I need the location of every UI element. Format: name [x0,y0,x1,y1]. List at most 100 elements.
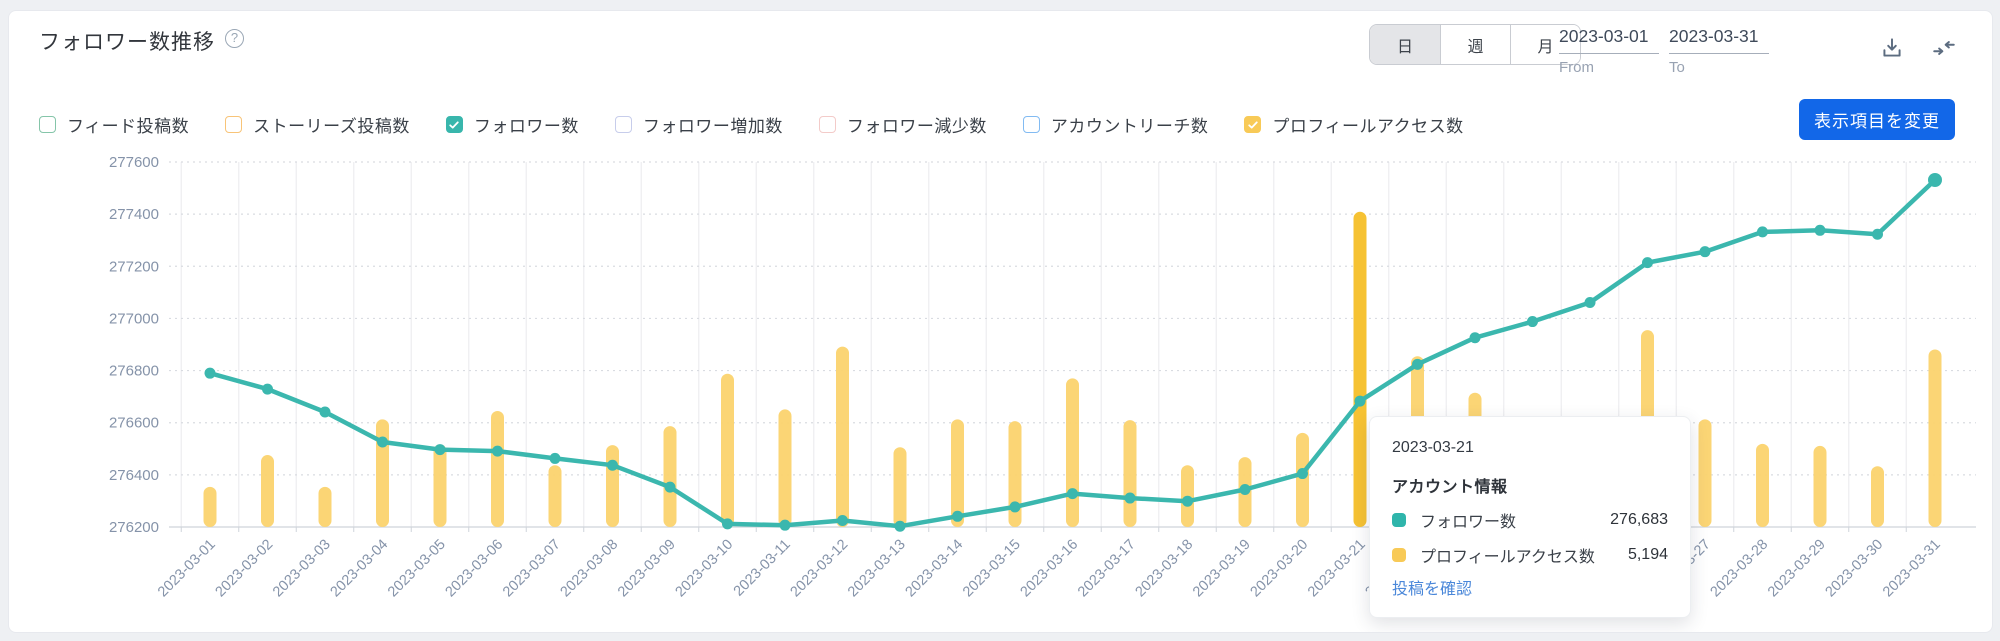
help-icon[interactable]: ? [225,29,244,48]
access-bar-2023-03-09[interactable] [663,426,677,527]
check-posts-link[interactable]: 投稿を確認 [1392,581,1473,598]
checkbox-checked-icon[interactable] [1244,116,1262,133]
follower-point-2023-03-04[interactable] [377,436,388,448]
follower-point-2023-03-10[interactable] [722,518,733,530]
date-from-input[interactable] [1559,24,1659,54]
x-axis-label: 2023-03-30 [1823,537,1887,601]
follower-point-2023-03-11[interactable] [779,519,791,531]
follower-point-2023-03-14[interactable] [952,510,963,522]
checkbox-icon[interactable] [1022,116,1040,133]
checkbox-icon[interactable] [225,116,243,133]
legend-item-4[interactable]: フォロワー減少数 [818,112,987,137]
x-axis-label: 2023-03-18 [1133,537,1197,601]
legend: フィード投稿数 ストーリーズ投稿数 フォロワー数 フォロワー増加数 フォロワー減少数 アカ… [39,112,1464,137]
follower-point-2023-03-06[interactable] [492,445,503,457]
date-to-input[interactable] [1669,24,1769,54]
period-option-日[interactable]: 日 [1370,25,1440,64]
follower-point-2023-03-05[interactable] [434,444,446,456]
follower-point-2023-03-29[interactable] [1814,224,1826,236]
follower-point-2023-03-19[interactable] [1239,483,1251,495]
legend-item-label: ストーリーズ投稿数 [253,117,410,136]
x-axis-label: 2023-03-21 [1305,537,1369,601]
access-bar-2023-03-01[interactable] [203,486,217,527]
tooltip-access-value: 5,194 [1627,546,1668,563]
access-bar-2023-03-11[interactable] [778,409,792,527]
follower-point-2023-03-01[interactable] [204,367,216,379]
access-bar-2023-03-15[interactable] [1008,421,1022,527]
follower-point-2023-03-24[interactable] [1527,316,1538,328]
access-bar-2023-03-27[interactable] [1698,419,1712,527]
access-bar-2023-03-21[interactable] [1353,211,1367,527]
access-bar-2023-03-16[interactable] [1066,378,1079,527]
checkbox-icon[interactable] [39,116,56,133]
access-bar-2023-03-08[interactable] [606,445,619,527]
legend-item-0[interactable]: フィード投稿数 [39,112,189,137]
x-axis-label: 2023-03-07 [500,537,564,601]
follower-point-2023-03-12[interactable] [837,514,848,526]
follower-point-2023-03-21[interactable] [1354,395,1366,407]
x-axis-label: 2023-03-08 [558,537,622,601]
follower-point-2023-03-13[interactable] [894,520,906,532]
x-axis-label: 2023-03-01 [155,537,219,601]
tooltip-followers-label: フォロワー数 [1420,514,1517,531]
follower-point-2023-03-15[interactable] [1009,501,1021,513]
checkbox-icon[interactable] [818,116,836,133]
download-icon[interactable] [1879,35,1905,61]
follower-point-2023-03-16[interactable] [1067,488,1078,500]
follower-point-2023-03-09[interactable] [664,481,676,493]
y-axis-label: 277000 [109,310,159,327]
follower-point-2023-03-25[interactable] [1584,297,1596,309]
follower-point-2023-03-02[interactable] [262,383,273,395]
checkbox-checked-icon[interactable] [445,116,463,133]
x-axis-label: 2023-03-09 [615,537,679,601]
follower-point-2023-03-20[interactable] [1297,468,1308,480]
legend-item-label: フォロワー減少数 [846,117,987,136]
y-axis-label: 277400 [109,206,159,223]
follower-point-2023-03-03[interactable] [319,406,331,418]
page-title: フォロワー数推移 [39,31,215,54]
access-bar-2023-03-04[interactable] [376,419,389,527]
legend-item-5[interactable]: アカウントリーチ数 [1022,112,1209,137]
access-bar-2023-03-03[interactable] [318,486,332,527]
collapse-horizontal-icon[interactable] [1931,35,1957,61]
access-bar-2023-03-02[interactable] [261,455,274,527]
date-to-label: To [1669,59,1685,76]
access-bar-2023-03-05[interactable] [433,444,447,527]
follower-point-2023-03-17[interactable] [1124,492,1136,504]
checkbox-icon[interactable] [614,116,632,133]
follower-point-2023-03-23[interactable] [1469,332,1481,344]
access-bar-2023-03-28[interactable] [1756,443,1769,527]
access-bar-2023-03-20[interactable] [1296,432,1309,527]
follower-point-2023-03-18[interactable] [1182,495,1193,507]
tooltip-access-label: プロフィールアクセス数 [1420,549,1595,566]
access-bar-2023-03-07[interactable] [548,465,562,527]
x-axis-label: 2023-03-31 [1880,537,1944,601]
legend-item-1[interactable]: ストーリーズ投稿数 [225,112,410,137]
follower-point-2023-03-07[interactable] [549,452,561,464]
period-option-週[interactable]: 週 [1440,25,1510,64]
legend-item-6[interactable]: プロフィールアクセス数 [1244,112,1463,137]
access-bar-2023-03-14[interactable] [951,419,964,527]
chart[interactable]: 277600 277400 277200 277000 276800 276600 2764… [91,141,1991,616]
access-bar-2023-03-17[interactable] [1123,420,1137,527]
legend-item-2[interactable]: フォロワー数 [445,112,579,137]
access-bar-2023-03-12[interactable] [836,346,849,527]
legend-item-3[interactable]: フォロワー増加数 [614,112,783,137]
y-axis-label: 277200 [109,258,159,275]
access-bar-2023-03-10[interactable] [721,373,734,527]
date-to-field: To [1669,24,1769,76]
access-bar-2023-03-30[interactable] [1871,466,1884,527]
access-bar-2023-03-31[interactable] [1928,349,1942,527]
follower-point-2023-03-22[interactable] [1412,358,1423,370]
follower-point-2023-03-26[interactable] [1642,257,1653,269]
follower-point-2023-03-08[interactable] [607,459,618,471]
change-display-items-button[interactable]: 表示項目を変更 [1799,99,1955,140]
legend-item-label: フォロワー増加数 [642,117,783,136]
follower-point-2023-03-31[interactable] [1928,172,1942,187]
access-bar-2023-03-06[interactable] [491,410,504,527]
access-bar-2023-03-29[interactable] [1813,445,1827,527]
follower-point-2023-03-28[interactable] [1757,226,1768,238]
follower-point-2023-03-30[interactable] [1872,228,1883,240]
access-bar-2023-03-13[interactable] [893,447,907,527]
follower-point-2023-03-27[interactable] [1699,246,1711,258]
